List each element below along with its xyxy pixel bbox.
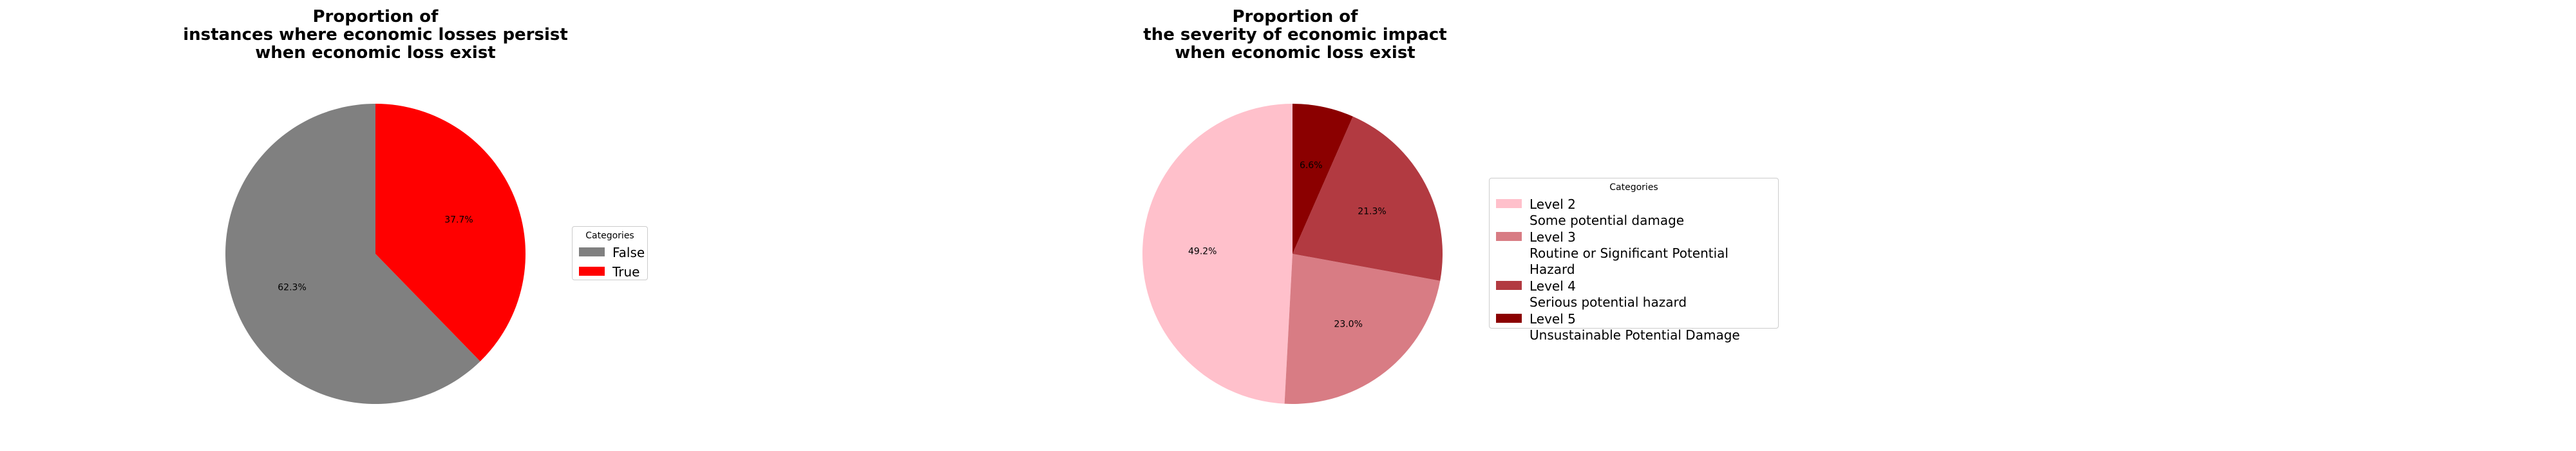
- chart-1-slice-1: [375, 104, 526, 361]
- chart-2-legend-item-3: Level 5 Unsustainable Potential Damage: [1496, 311, 1772, 343]
- chart-1-legend-title: Categories: [585, 231, 634, 241]
- chart-1-slice-1-label: 37.7%: [444, 215, 473, 225]
- chart-2-slice-0-label: 49.2%: [1188, 246, 1217, 256]
- chart-2-legend-label-1: Level 3 Routine or Significant Potential…: [1530, 229, 1728, 277]
- chart-2-legend: Categories Level 2 Some potential damage…: [1489, 178, 1779, 343]
- chart-2-slice-2-label: 21.3%: [1358, 206, 1386, 216]
- chart-2-slice-3: [1293, 104, 1353, 254]
- chart-2-slice-0: [1142, 104, 1293, 404]
- chart-2-slice-3-label: 6.6%: [1300, 160, 1323, 171]
- chart-2-legend-label-3: Level 5 Unsustainable Potential Damage: [1530, 311, 1740, 343]
- chart-1-title: Proportion of instances where economic l…: [183, 7, 568, 62]
- chart-2-legend-swatch-0: [1496, 199, 1522, 208]
- chart-2-legend-item-0: Level 2 Some potential damage: [1496, 197, 1772, 229]
- chart-2-legend-swatch-1: [1496, 232, 1522, 241]
- chart-1-legend-swatch-1: [579, 267, 605, 276]
- chart-1-pie: 62.3% 37.7%: [225, 104, 526, 404]
- chart-2-legend-swatch-2: [1496, 281, 1522, 290]
- chart-2-legend-swatch-3: [1496, 314, 1522, 323]
- chart-2-slice-1-label: 23.0%: [1334, 320, 1362, 330]
- chart-2-legend-item-1: Level 3 Routine or Significant Potential…: [1496, 229, 1772, 278]
- chart-1-slice-0-label: 62.3%: [278, 283, 306, 293]
- chart-2-legend-label-0: Level 2 Some potential damage: [1530, 197, 1685, 228]
- chart-1-legend-item-0: False: [579, 245, 645, 261]
- chart-1-legend-label-0: False: [612, 245, 645, 260]
- chart-2-legend-label-2: Level 4 Serious potential hazard: [1530, 278, 1687, 310]
- chart-2-legend-item-2: Level 4 Serious potential hazard: [1496, 278, 1772, 311]
- chart-1-legend-label-1: True: [612, 264, 640, 280]
- chart-2-legend-title: Categories: [1609, 182, 1658, 193]
- chart-1-legend: Categories False True: [572, 226, 648, 280]
- chart-2-legend-items: Level 2 Some potential damage Level 3 Rou…: [1496, 197, 1772, 343]
- chart-2-slice-2: [1293, 116, 1443, 281]
- chart-1-slice-0: [225, 104, 480, 404]
- chart-1-legend-swatch-0: [579, 247, 605, 256]
- chart-2-slice-1: [1284, 254, 1441, 404]
- chart-1-legend-items: False True: [579, 245, 645, 280]
- chart-2-pie: 49.2% 23.0% 21.3% 6.6%: [1142, 104, 1443, 404]
- chart-2-title: Proportion of the severity of economic i…: [1143, 7, 1447, 62]
- chart-1-legend-item-1: True: [579, 264, 641, 280]
